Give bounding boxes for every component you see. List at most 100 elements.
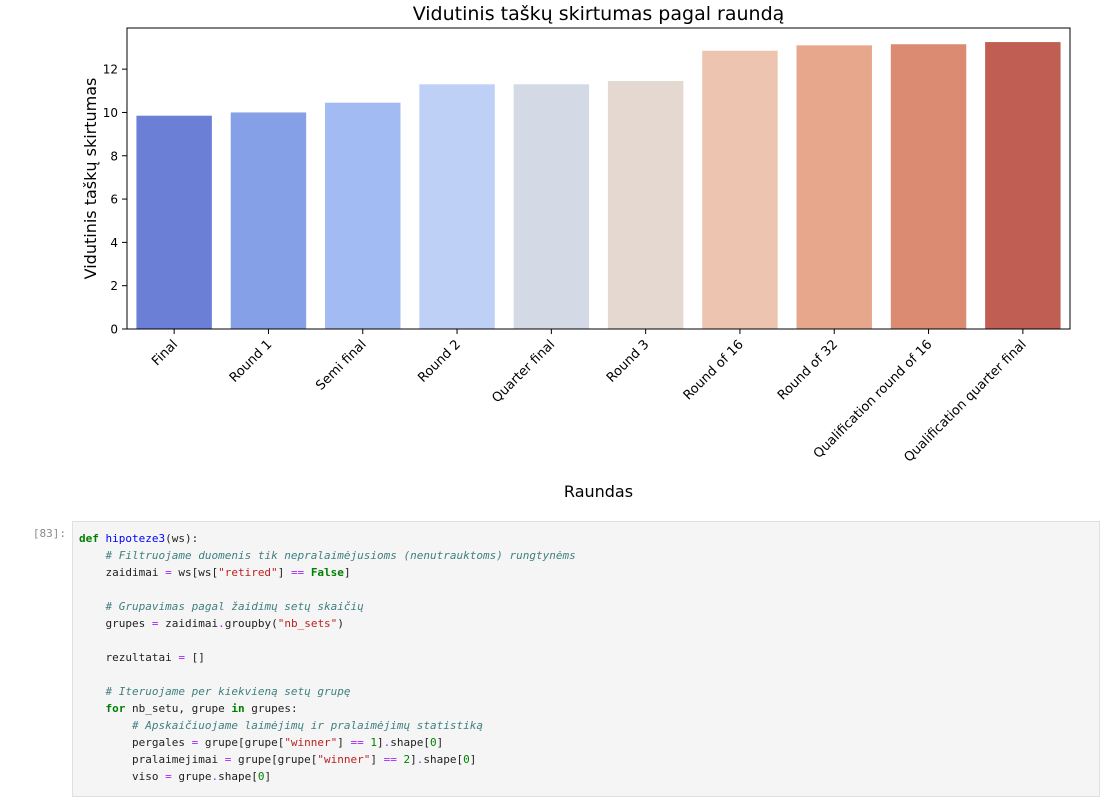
x-tick-label: Round of 32 — [775, 337, 841, 403]
code-token: . — [416, 753, 424, 766]
code-token: ] — [343, 566, 351, 579]
code-cell[interactable]: [83]: def hipoteze3(ws): # Filtruojame d… — [0, 519, 1104, 797]
bar — [796, 45, 872, 330]
code-line: # Filtruojame duomenis tik nepralaimėjus… — [79, 547, 1099, 564]
code-token: [] — [184, 651, 205, 664]
code-line: for nb_setu, grupe in grupes: — [79, 700, 1099, 717]
y-axis-label: Vidutinis taškų skirtumas — [81, 78, 100, 280]
code-token: = — [151, 617, 159, 630]
code-line: pralaimejimai = grupe[grupe["winner"] ==… — [79, 751, 1099, 768]
code-token: 0 — [430, 736, 437, 749]
code-token — [79, 702, 106, 715]
code-token — [79, 685, 106, 698]
x-tick-label: Semi final — [313, 337, 369, 393]
code-token: zaidimai — [79, 566, 166, 579]
chart-canvas: Vidutinis taškų skirtumas pagal raundą 0 2… — [81, 3, 1071, 501]
code-token — [79, 549, 106, 562]
code-token: in — [231, 702, 245, 715]
cell-prompt: [83]: — [32, 527, 66, 540]
code-token: for — [105, 702, 126, 715]
code-token: "winner" — [284, 736, 338, 749]
code-token: grupe — [171, 770, 212, 783]
code-token: viso — [79, 770, 166, 783]
y-tick-label: 4 — [110, 236, 118, 250]
bar — [136, 115, 212, 329]
bar — [230, 112, 307, 329]
code-line — [79, 581, 1099, 598]
x-tick-label: Round 1 — [227, 337, 275, 385]
code-token — [79, 600, 106, 613]
bar-chart: Vidutinis taškų skirtumas pagal raundą 0 2… — [81, 3, 1071, 501]
code-token: shape[ — [218, 770, 258, 783]
code-token: 2 — [403, 753, 411, 766]
code-token: # Iteruojame per kiekvieną setų grupę — [105, 685, 351, 698]
code-token: = — [178, 651, 185, 664]
code-token: def — [79, 532, 106, 545]
x-tick-label: Round 2 — [415, 337, 463, 385]
code-token: pralaimejimai — [79, 753, 225, 766]
y-tick-label: 8 — [110, 149, 118, 163]
chart-title: Vidutinis taškų skirtumas pagal raundą — [413, 3, 785, 25]
code-token: False — [310, 566, 344, 579]
code-token: = — [224, 753, 232, 766]
bar — [325, 102, 401, 329]
code-token: ] — [436, 736, 444, 749]
x-tick-label: Final — [149, 337, 181, 369]
x-tick-label: Round 3 — [604, 337, 652, 385]
code-token: # Grupavimas pagal žaidimų setų skaičių — [105, 600, 364, 613]
code-token: == — [383, 753, 397, 766]
code-line: grupes = zaidimai.groupby("nb_sets") — [79, 615, 1099, 632]
code-editor[interactable]: def hipoteze3(ws): # Filtruojame duomeni… — [72, 521, 1100, 797]
code-token: nb_setu, grupe — [125, 702, 232, 715]
x-axis-label: Raundas — [564, 482, 633, 501]
x-tick-label: Quarter final — [489, 337, 558, 406]
code-line: def hipoteze3(ws): — [79, 530, 1099, 547]
y-tick-label: 2 — [110, 279, 118, 293]
code-token: == — [350, 736, 364, 749]
code-token: grupes — [79, 617, 152, 630]
code-token: . — [218, 617, 225, 630]
code-token: . — [211, 770, 219, 783]
code-line: pergales = grupe[grupe["winner"] == 1].s… — [79, 734, 1099, 751]
bar — [607, 81, 684, 329]
code-token: = — [191, 736, 199, 749]
code-token: ] — [377, 736, 384, 749]
code-token: (ws): — [165, 532, 199, 545]
code-line — [79, 666, 1099, 683]
code-line: viso = grupe.shape[0] — [79, 768, 1099, 785]
code-token — [79, 719, 132, 732]
x-tick-label: Round of 16 — [681, 337, 747, 403]
code-token: hipoteze3 — [105, 532, 166, 545]
code-token: # Filtruojame duomenis tik nepralaimėjus… — [105, 549, 576, 562]
code-token: ] — [410, 753, 417, 766]
code-token: zaidimai — [158, 617, 219, 630]
code-token: grupe[grupe[ — [198, 736, 285, 749]
code-token — [304, 566, 311, 579]
y-tick-label: 12 — [103, 63, 118, 77]
code-token: grupe[grupe[ — [231, 753, 318, 766]
code-token: "nb_sets" — [277, 617, 338, 630]
code-token: rezultatai — [79, 651, 179, 664]
code-token: = — [165, 566, 172, 579]
code-line: # Apskaičiuojame laimėjimų ir pralaimėji… — [79, 717, 1099, 734]
bar — [513, 84, 590, 329]
code-token: ] — [370, 753, 384, 766]
code-token: pergales — [79, 736, 192, 749]
code-line: zaidimai = ws[ws["retired"] == False] — [79, 564, 1099, 581]
bar — [890, 44, 967, 330]
code-token: = — [165, 770, 172, 783]
y-tick-label: 6 — [110, 193, 118, 207]
code-line: # Grupavimas pagal žaidimų setų skaičių — [79, 598, 1099, 615]
code-token: ws[ws[ — [171, 566, 219, 579]
code-token: == — [290, 566, 305, 579]
code-token: 0 — [257, 770, 265, 783]
bar — [702, 50, 778, 329]
code-token: 1 — [370, 736, 378, 749]
code-token: groupby( — [224, 617, 278, 630]
code-token: ] — [469, 753, 477, 766]
code-token: shape[ — [423, 753, 464, 766]
code-line — [79, 632, 1099, 649]
bar — [985, 42, 1061, 330]
code-token: 0 — [463, 753, 470, 766]
code-token: "winner" — [317, 753, 371, 766]
